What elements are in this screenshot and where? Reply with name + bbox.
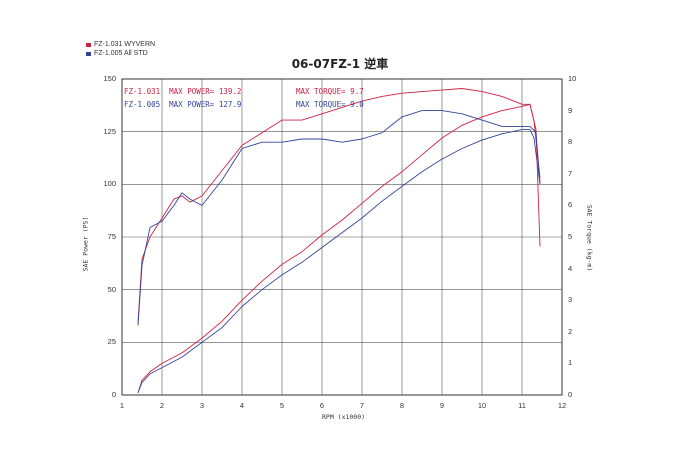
series-line-power-std bbox=[137, 129, 541, 394]
x-tick-2: 2 bbox=[159, 401, 165, 410]
y-left-tick-125: 125 bbox=[103, 126, 116, 136]
x-tick-4: 4 bbox=[239, 401, 245, 410]
x-tick-10: 10 bbox=[477, 401, 487, 410]
legend-item-1: FZ-1.031 WYVERN bbox=[86, 41, 155, 50]
y-left-tick-25: 25 bbox=[107, 337, 116, 347]
x-tick-1: 1 bbox=[119, 401, 125, 410]
series-line-torque-wyvern bbox=[137, 88, 541, 323]
y-left-tick-150: 150 bbox=[103, 74, 116, 83]
y-axis-left-title: SAE Power (PS) bbox=[81, 216, 90, 272]
series-line-torque-std bbox=[137, 110, 541, 326]
y-right-tick-10: 10 bbox=[568, 74, 577, 83]
y-right-tick-7: 7 bbox=[568, 168, 573, 178]
x-tick-8: 8 bbox=[399, 401, 405, 410]
y-right-tick-8: 8 bbox=[568, 137, 573, 147]
y-right-tick-2: 2 bbox=[568, 326, 573, 336]
legend-swatch-1 bbox=[86, 43, 91, 48]
legend-label-2: FZ-1.005 All STD bbox=[94, 49, 148, 57]
x-tick-9: 9 bbox=[439, 401, 445, 410]
y-left-tick-0: 0 bbox=[111, 390, 116, 399]
y-left-tick-50: 50 bbox=[107, 284, 116, 294]
y-left-tick-100: 100 bbox=[103, 179, 116, 189]
legend-label-1: FZ-1.031 WYVERN bbox=[94, 41, 156, 48]
annotation-max-torque-wyvern: MAX TORQUE= 9.7 bbox=[296, 87, 364, 96]
y-axis-right-title: SAE Torque (kg-m) bbox=[585, 204, 594, 272]
x-tick-11: 11 bbox=[518, 401, 526, 410]
legend: FZ-1.031 WYVERN FZ-1.005 All STD bbox=[86, 41, 155, 58]
annotation-max-power-wyvern: FZ-1.031 MAX POWER= 139.2 bbox=[124, 87, 242, 96]
y-right-tick-1: 1 bbox=[568, 358, 573, 368]
x-axis-title: RPM (x1000) bbox=[322, 413, 366, 421]
grid bbox=[122, 79, 562, 395]
plot-frame bbox=[121, 78, 563, 396]
annotation-max-torque-std: MAX TORQUE= 9.0 bbox=[296, 100, 364, 109]
x-tick-12: 12 bbox=[557, 401, 567, 410]
legend-item-2: FZ-1.005 All STD bbox=[86, 50, 155, 59]
annotation-max-power-std: FZ-1.005 MAX POWER= 127.9 bbox=[124, 100, 242, 109]
x-tick-5: 5 bbox=[279, 401, 285, 410]
legend-swatch-2 bbox=[86, 51, 91, 56]
x-tick-6: 6 bbox=[319, 401, 325, 410]
x-tick-3: 3 bbox=[199, 401, 205, 410]
x-tick-7: 7 bbox=[359, 401, 365, 410]
series-line-power-wyvern bbox=[137, 103, 541, 394]
y-right-tick-5: 5 bbox=[568, 232, 573, 241]
y-right-tick-3: 3 bbox=[568, 295, 573, 305]
y-right-tick-4: 4 bbox=[568, 263, 573, 273]
y-left-tick-75: 75 bbox=[107, 232, 116, 241]
y-right-tick-9: 9 bbox=[568, 105, 573, 115]
series-layer bbox=[137, 88, 541, 394]
y-right-tick-0: 0 bbox=[568, 390, 573, 399]
y-right-tick-6: 6 bbox=[568, 200, 573, 210]
chart-title: 06-07FZ-1 逆車 bbox=[291, 57, 389, 71]
